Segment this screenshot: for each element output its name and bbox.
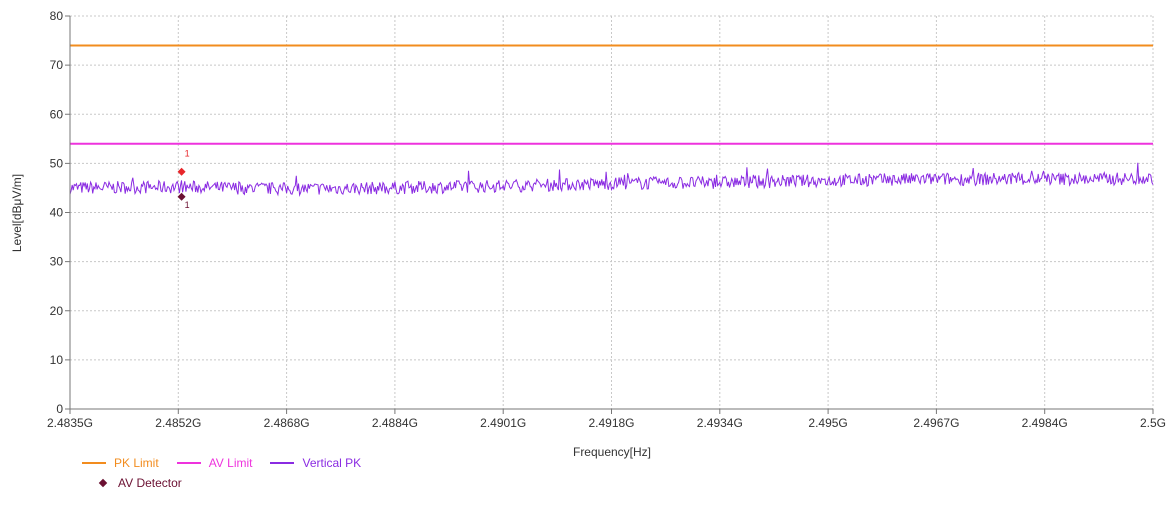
- legend-swatch-av-detector: [98, 478, 108, 488]
- x-tick-label: 2.4934G: [697, 416, 743, 430]
- y-tick-label: 60: [50, 107, 64, 121]
- legend-item-vertical-pk: Vertical PK: [270, 456, 361, 470]
- x-tick-label: 2.4901G: [480, 416, 526, 430]
- series-vertical-pk: [69, 162, 1154, 197]
- legend-label-vertical-pk: Vertical PK: [302, 456, 362, 470]
- axes: [65, 15, 1154, 414]
- marker-layer: 11: [177, 149, 190, 210]
- x-tick-label: 2.4884G: [372, 416, 418, 430]
- y-tick-label: 40: [50, 206, 64, 220]
- y-tick-label: 70: [50, 58, 64, 72]
- x-tick-label: 2.4967G: [913, 416, 959, 430]
- y-tick-label: 20: [50, 304, 64, 318]
- legend-label-av-detector: AV Detector: [118, 476, 182, 490]
- marker-av-detector: [177, 192, 186, 201]
- x-axis-title: Frequency[Hz]: [573, 445, 651, 459]
- x-tick-label: 2.4984G: [1022, 416, 1068, 430]
- legend-label-av-limit: AV Limit: [208, 456, 253, 470]
- legend-row-lines: PK Limit AV Limit Vertical PK: [82, 455, 379, 471]
- legend-item-av-detector: AV Detector: [94, 476, 182, 490]
- marker-label-av-detector: 1: [185, 200, 190, 210]
- y-tick-label: 80: [50, 9, 64, 23]
- legend-swatch-pk-limit: [82, 462, 106, 464]
- legend-item-av-limit: AV Limit: [176, 456, 253, 470]
- x-tick-label: 2.4852G: [155, 416, 201, 430]
- series-layer: [69, 44, 1154, 197]
- legend: PK Limit AV Limit Vertical PK AV Detector: [82, 455, 582, 499]
- legend-swatch-vertical-pk: [270, 462, 295, 464]
- y-axis-title: Level[dBμV/m]: [10, 174, 24, 252]
- legend-row-markers: AV Detector: [94, 475, 200, 491]
- marker-label-pk-detector: 1: [185, 149, 190, 159]
- grid: [70, 15, 1154, 409]
- legend-swatch-av-limit: [176, 462, 201, 464]
- x-tick-label: 2.495G: [808, 416, 847, 430]
- marker-pk-detector: [177, 167, 186, 176]
- x-tick-label: 2.4835G: [47, 416, 93, 430]
- y-tick-label: 10: [50, 353, 64, 367]
- y-tick-label: 30: [50, 255, 64, 269]
- y-tick-label: 50: [50, 156, 64, 170]
- x-tick-label: 2.4918G: [588, 416, 634, 430]
- legend-item-pk-limit: PK Limit: [82, 456, 159, 470]
- y-tick-label: 0: [56, 402, 63, 416]
- x-tick-label: 2.4868G: [264, 416, 310, 430]
- legend-label-pk-limit: PK Limit: [114, 456, 159, 470]
- tick-labels: 2.4835G 2.4852G 2.4868G 2.4884G 2.4901G 2.491…: [47, 9, 1166, 430]
- x-tick-label: 2.5G: [1140, 416, 1166, 430]
